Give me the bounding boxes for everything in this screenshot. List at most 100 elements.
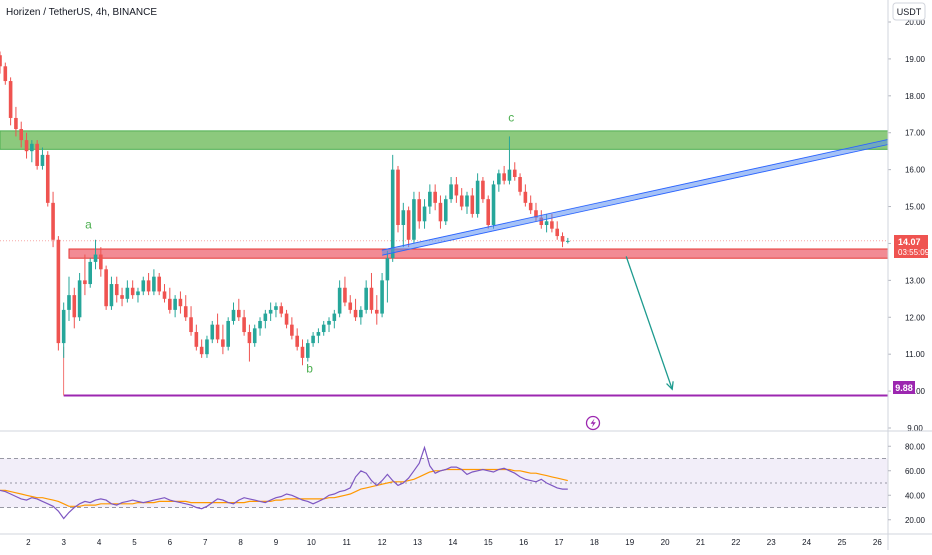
time-axis-label: 11 — [343, 538, 352, 547]
price-axis-label: 19.00 — [905, 55, 926, 64]
price-axis-label: 17.00 — [905, 129, 926, 138]
candle-body — [194, 332, 199, 347]
candle-body — [539, 217, 544, 225]
candle-body — [512, 169, 517, 178]
candle-body — [475, 180, 480, 214]
rsi-axis-label: 40.00 — [905, 491, 926, 500]
candle-body — [406, 210, 411, 240]
candle-body — [125, 287, 130, 299]
candle-body — [210, 324, 215, 340]
candle-body — [72, 295, 77, 318]
candle-body — [14, 117, 18, 130]
time-axis-label: 17 — [555, 538, 564, 547]
time-axis-label: 24 — [802, 538, 811, 547]
target-price-value: 9.88 — [895, 383, 913, 393]
time-axis-label: 15 — [484, 538, 493, 547]
candle-body — [189, 317, 193, 333]
candle-body — [168, 298, 172, 310]
time-axis-label: 19 — [625, 538, 634, 547]
candle-body — [550, 221, 554, 229]
candle-body — [438, 202, 443, 222]
candle-body — [390, 169, 395, 259]
target-badge: 9.88 — [893, 381, 915, 394]
price-axis-label: 10.00 — [905, 387, 926, 396]
last-price-value: 14.07 — [898, 237, 921, 247]
candle-body — [454, 184, 459, 196]
candle-body — [470, 195, 475, 214]
time-axis-label: 2 — [26, 538, 31, 547]
candle-body — [109, 284, 114, 307]
candle-body — [205, 339, 209, 355]
candle-body — [396, 169, 400, 225]
candle-body — [459, 195, 464, 207]
candle-body — [428, 191, 432, 207]
wave-label-a: a — [85, 218, 92, 232]
candle-body — [199, 346, 204, 355]
candle-body — [316, 332, 321, 336]
candle-body — [24, 140, 29, 152]
candle-body — [45, 154, 50, 203]
candle-body — [30, 143, 34, 152]
time-axis-label: 20 — [661, 538, 670, 547]
candle-body — [8, 81, 13, 118]
candle-body — [61, 309, 66, 344]
candle-body — [528, 202, 533, 211]
time-axis-label: 14 — [448, 538, 457, 547]
candle-body — [162, 291, 167, 299]
candle-body — [130, 287, 135, 296]
candle-body — [534, 210, 538, 218]
candle-body — [507, 169, 512, 181]
candle-body — [343, 287, 347, 303]
candle-body — [231, 309, 236, 321]
candle-body — [369, 287, 374, 310]
candle-body — [443, 199, 448, 222]
candle-body — [401, 210, 406, 225]
candle-body — [141, 280, 146, 292]
time-axis-label: 10 — [307, 538, 316, 547]
candle-body — [491, 184, 496, 225]
candle-body — [290, 324, 294, 336]
candle-body — [385, 258, 390, 281]
candle-body — [226, 320, 230, 347]
candle-body — [258, 320, 262, 329]
time-axis-label: 9 — [274, 538, 279, 547]
rsi-panel — [0, 445, 888, 520]
candle-body — [51, 202, 55, 240]
trendline-band — [381, 139, 889, 256]
candle-body — [93, 254, 98, 262]
candle-body — [449, 184, 453, 200]
time-axis-label: 3 — [61, 538, 66, 547]
price-axis-label: 15.00 — [905, 203, 926, 212]
time-axis-label: 18 — [590, 538, 599, 547]
time-axis-label: 16 — [519, 538, 528, 547]
candle-body — [268, 309, 273, 314]
candle-body — [99, 254, 103, 270]
trendline-upper — [382, 139, 889, 251]
candle-body — [321, 324, 326, 333]
price-axis-label: 12.00 — [905, 313, 926, 322]
support-zone — [68, 248, 889, 259]
lightning-icon[interactable] — [585, 415, 601, 431]
candle-body — [300, 346, 305, 358]
candle-body — [353, 309, 358, 318]
candle-body — [284, 313, 289, 325]
candle-body — [359, 309, 363, 318]
candle-body — [465, 195, 469, 207]
candle-body — [242, 317, 246, 333]
currency-button[interactable]: USDT — [892, 2, 926, 21]
time-axis-label: 6 — [168, 538, 173, 547]
candle-body — [374, 309, 379, 314]
time-axis-label: 5 — [132, 538, 137, 547]
candle-body — [433, 191, 437, 203]
candle-countdown: 03:55:09 — [898, 248, 930, 257]
candle-body — [502, 173, 506, 181]
candle-body — [417, 199, 422, 222]
candle-body — [544, 221, 549, 225]
time-axis-label: 8 — [238, 538, 243, 547]
last-price-badge: 14.07 03:55:09 — [894, 235, 930, 258]
candle-body — [88, 261, 93, 285]
rsi-axis-label: 80.00 — [905, 442, 926, 451]
candle-body — [40, 154, 45, 166]
